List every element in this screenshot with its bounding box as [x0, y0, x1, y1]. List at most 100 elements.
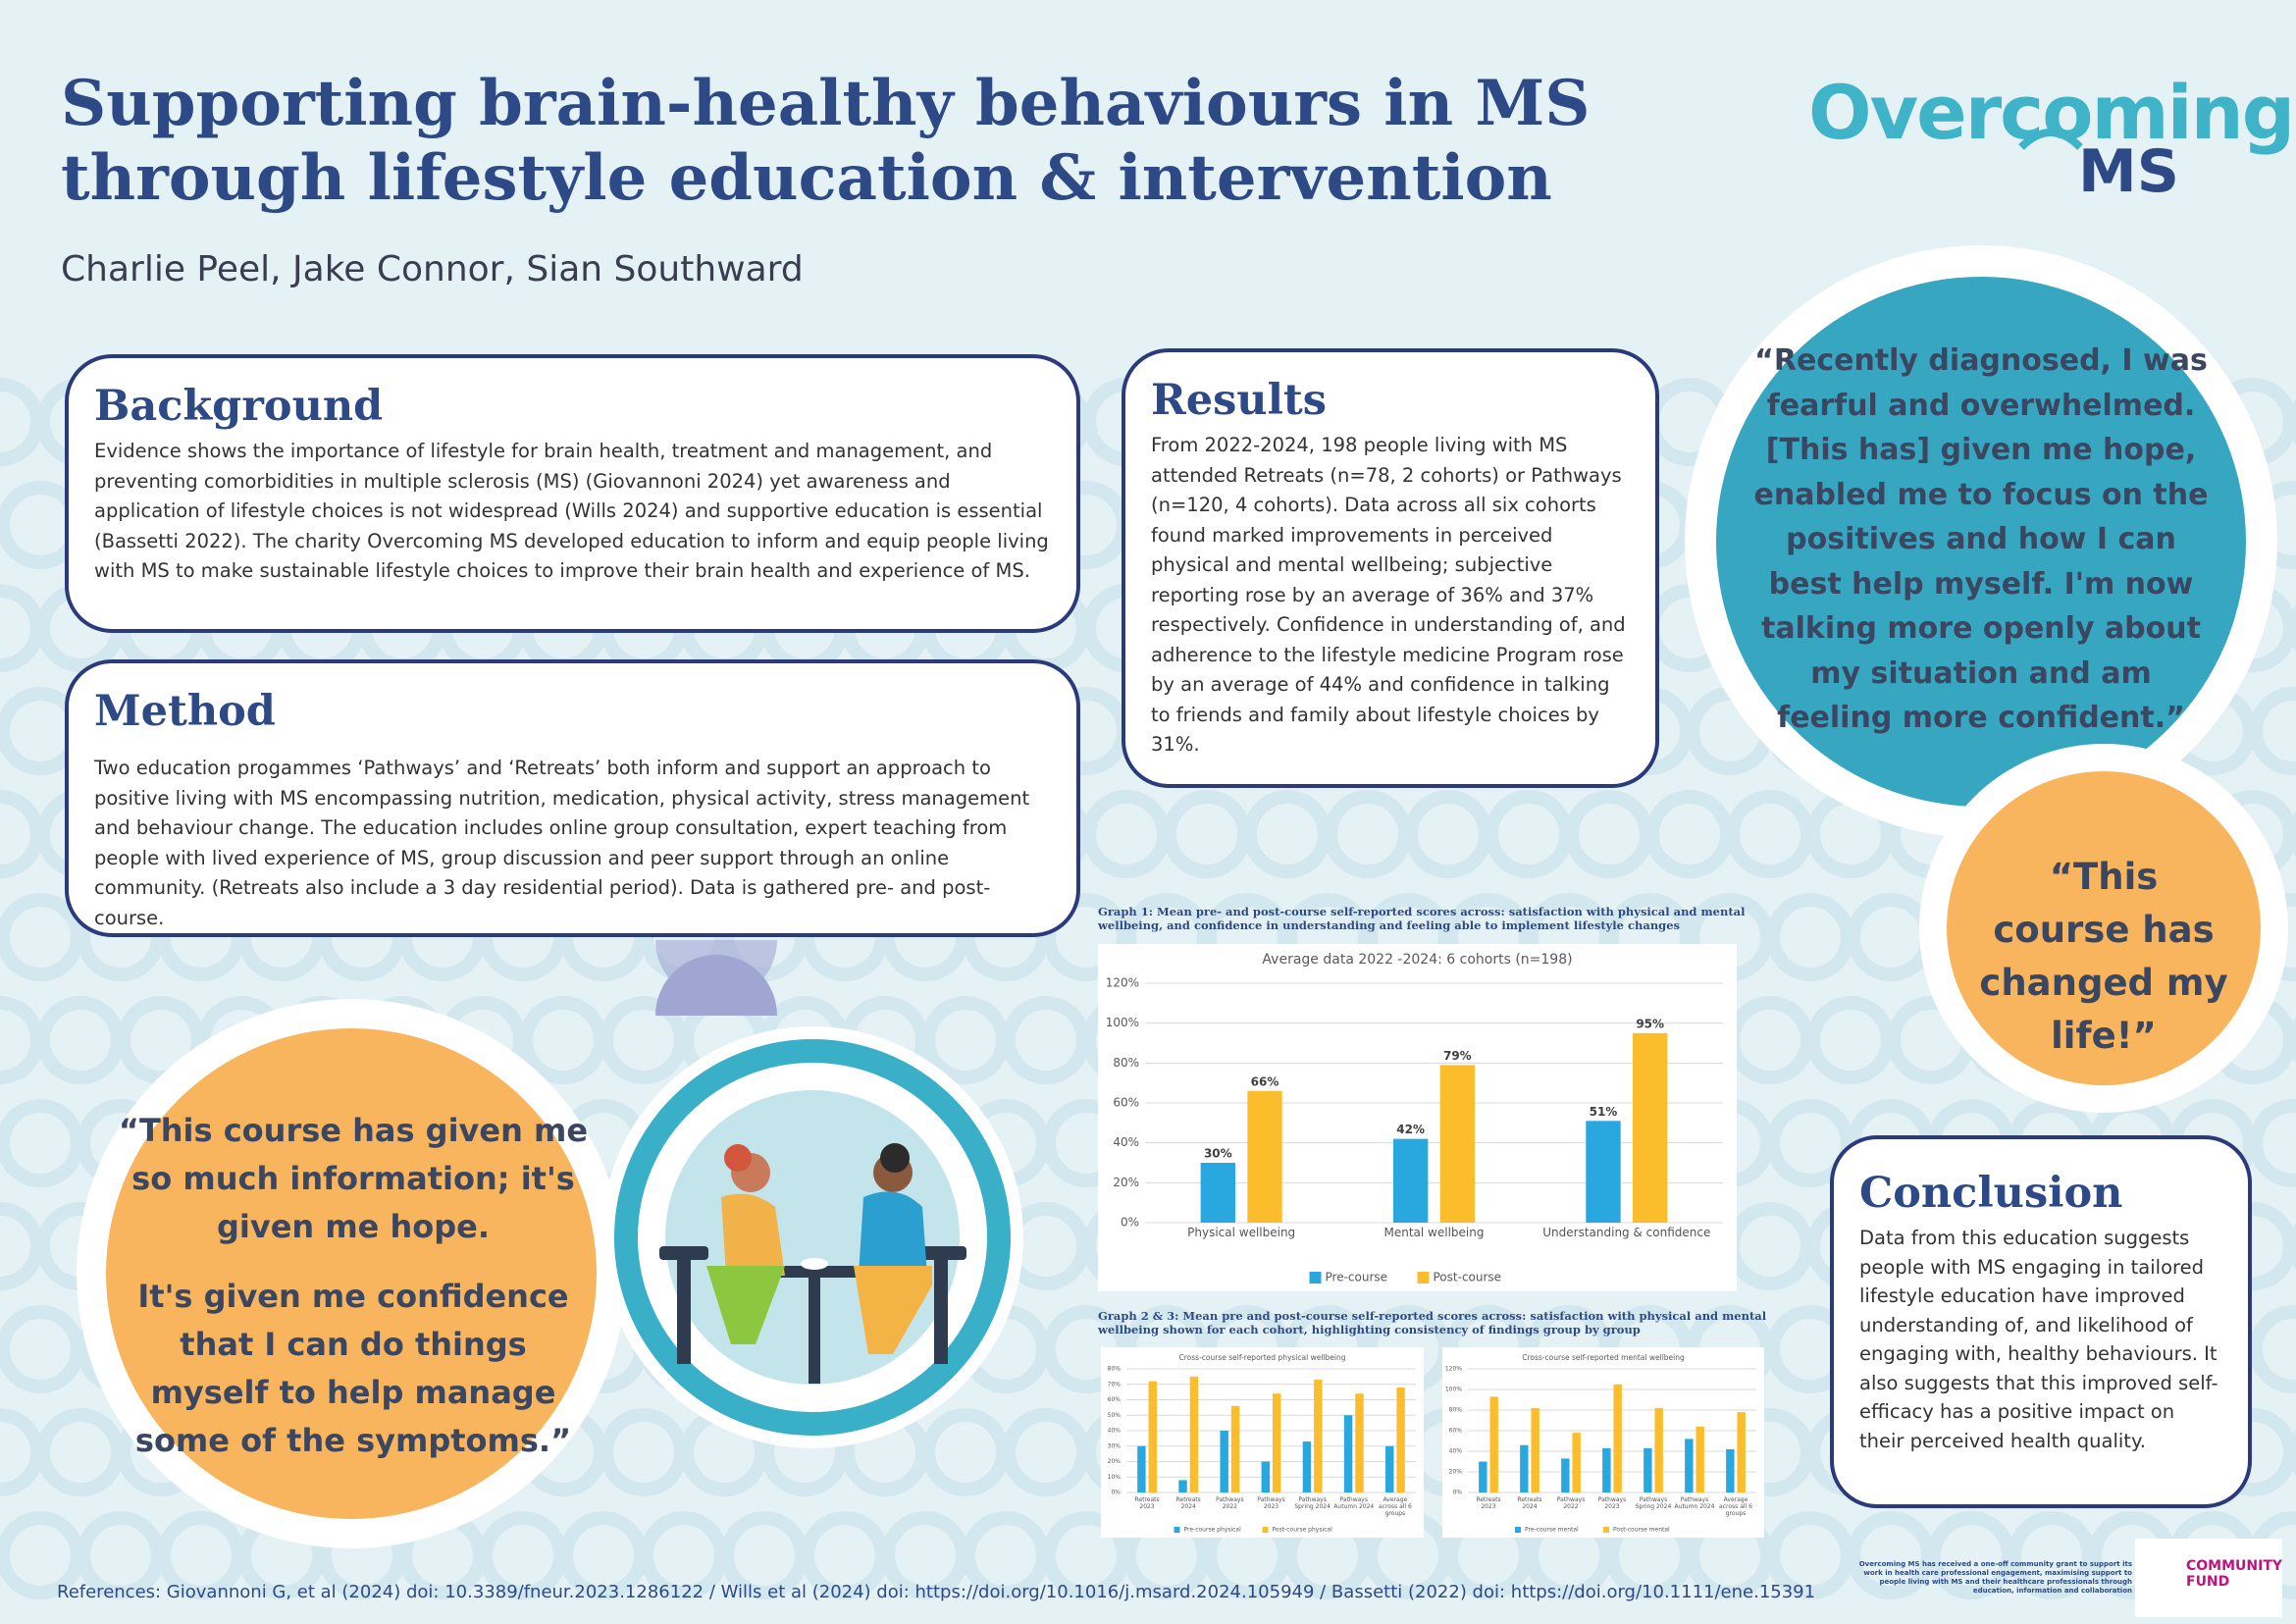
y-tick-label: 40%: [1108, 1428, 1122, 1435]
data-label: 79%: [1443, 1049, 1472, 1063]
x-tick-label: Retreats 2024: [1175, 1496, 1201, 1510]
title: Supporting brain-healthy behaviours in M…: [61, 67, 1590, 216]
y-tick-label: 80%: [1108, 1366, 1122, 1373]
pattern-circle: [1243, 790, 1331, 878]
bar: [1220, 1431, 1228, 1493]
chart-title: Cross-course self-reported physical well…: [1179, 1353, 1346, 1362]
y-tick-label: 40%: [1449, 1448, 1463, 1455]
authors: Charlie Peel, Jake Connor, Sian Southwar…: [61, 249, 804, 289]
pattern-circle: [1404, 790, 1492, 878]
y-tick-label: 100%: [1106, 1016, 1139, 1029]
x-tick-label: Retreats 2023: [1476, 1496, 1501, 1510]
illustration: [659, 1143, 966, 1384]
data-label: 95%: [1636, 1017, 1664, 1030]
y-tick-label: 0%: [1111, 1490, 1121, 1496]
legend-label: Pre-course physical: [1184, 1527, 1242, 1534]
funder-logo-text: COMMUNITY: [2186, 1558, 2283, 1574]
pattern-circle: [600, 1408, 688, 1496]
background-box: Background Evidence shows the importance…: [65, 354, 1080, 633]
bar: [1531, 1407, 1539, 1493]
pattern-circle: [1002, 1408, 1090, 1496]
bar: [1644, 1447, 1652, 1493]
bar: [1561, 1458, 1570, 1493]
bar: [1247, 1090, 1282, 1223]
y-tick-label: 120%: [1445, 1366, 1462, 1373]
pattern-circle: [0, 893, 84, 981]
ring: [614, 1039, 1011, 1436]
pattern-circle: [1324, 790, 1412, 878]
chart-svg: Cross-course self-reported physical well…: [1108, 1353, 1416, 1534]
y-tick-label: 80%: [1449, 1407, 1463, 1414]
bar: [1230, 1405, 1240, 1493]
pattern-circle: [0, 378, 44, 466]
logo-arc: [2018, 129, 2083, 150]
bar: [1520, 1444, 1529, 1493]
pattern-circle: [0, 1305, 84, 1393]
bar: [1726, 1448, 1735, 1493]
pattern-circle: [1726, 790, 1814, 878]
graph-caption: Graph 1: Mean pre- and post-course self-…: [1098, 905, 1746, 932]
y-tick-label: 100%: [1445, 1387, 1462, 1393]
body-text: Two education progammes ‘Pathways’ and ‘…: [94, 757, 1030, 929]
pattern-circle: [0, 1099, 84, 1187]
x-tick-label: Retreats 2024: [1517, 1496, 1542, 1510]
bar: [1439, 1065, 1476, 1223]
references: References: Giovannoni G, et al (2024) d…: [57, 1582, 1816, 1602]
pattern-circle: [0, 1408, 44, 1496]
data-label: 42%: [1396, 1123, 1425, 1136]
pattern-circle: [0, 790, 44, 878]
pattern-circle: [1082, 790, 1171, 878]
bar: [1479, 1461, 1487, 1493]
x-tick-label: Mental wellbeing: [1383, 1226, 1485, 1239]
x-tick-label: Pathways 2023: [1257, 1496, 1285, 1510]
legend-swatch: [1309, 1272, 1322, 1283]
pattern-circle: [519, 996, 607, 1084]
pattern-circle: [1766, 893, 1854, 981]
bar: [1385, 1445, 1394, 1493]
funder-logo-text: FUND: [2186, 1574, 2230, 1590]
pattern-circle: [1726, 996, 1814, 1084]
legend-swatch: [1417, 1272, 1430, 1283]
pattern-circle: [0, 996, 44, 1084]
chart-svg: Cross-course self-reported mental wellbe…: [1445, 1353, 1756, 1534]
chart-title: Average data 2022 -2024: 6 cohorts (n=19…: [1262, 952, 1572, 968]
pattern-circle: [2249, 687, 2296, 775]
y-tick-label: 60%: [1449, 1428, 1463, 1435]
bar: [1261, 1461, 1271, 1493]
logo-text: Overcoming: [1808, 69, 2295, 156]
bar: [1696, 1426, 1704, 1493]
bar: [1602, 1447, 1611, 1493]
legend-label: Pre-course: [1326, 1271, 1388, 1284]
title-line: Supporting brain-healthy behaviours in M…: [61, 67, 1591, 140]
legend-label: Post-course mental: [1613, 1527, 1670, 1534]
bar: [1396, 1387, 1405, 1493]
pattern-circle: [1002, 996, 1090, 1084]
logo-text: MS: [2078, 137, 2179, 206]
y-tick-label: 60%: [1108, 1396, 1122, 1403]
pattern-circle: [0, 584, 44, 672]
quote: “This course has changed my life!”: [1976, 851, 2231, 1063]
bar: [1343, 1415, 1353, 1493]
bar: [1633, 1032, 1668, 1223]
x-tick-label: Pathways 2023: [1597, 1496, 1627, 1510]
x-tick-label: Average across all 6 groups: [1378, 1496, 1412, 1517]
bar: [1489, 1396, 1498, 1493]
chart: Average data 2022 -2024: 6 cohorts (n=19…: [1098, 944, 1737, 1291]
body-text: From 2022-2024, 198 people living with M…: [1151, 434, 1626, 756]
quote: “Recently diagnosed, I was fearful and o…: [1750, 339, 2212, 741]
title-line: through lifestyle education & interventi…: [61, 141, 1552, 215]
legend-swatch: [1174, 1527, 1180, 1533]
x-tick-label: Understanding & confidence: [1542, 1226, 1711, 1239]
bar: [1148, 1381, 1157, 1493]
quote-text: “This course has changed my life!”: [1979, 856, 2228, 1057]
pattern-circle: [1163, 790, 1251, 878]
x-tick-label: Average across all 6 groups: [1719, 1496, 1752, 1517]
y-tick-label: 40%: [1113, 1135, 1139, 1149]
funder-logo: COMMUNITY FUND: [2135, 1539, 2282, 1617]
x-tick-label: Pathways Autumn 2024: [1674, 1496, 1715, 1510]
bar: [1392, 1138, 1429, 1223]
y-tick-label: 50%: [1108, 1412, 1122, 1419]
conclusion-box: Conclusion Data from this education sugg…: [1830, 1135, 2252, 1508]
pattern-circle: [921, 996, 1010, 1084]
